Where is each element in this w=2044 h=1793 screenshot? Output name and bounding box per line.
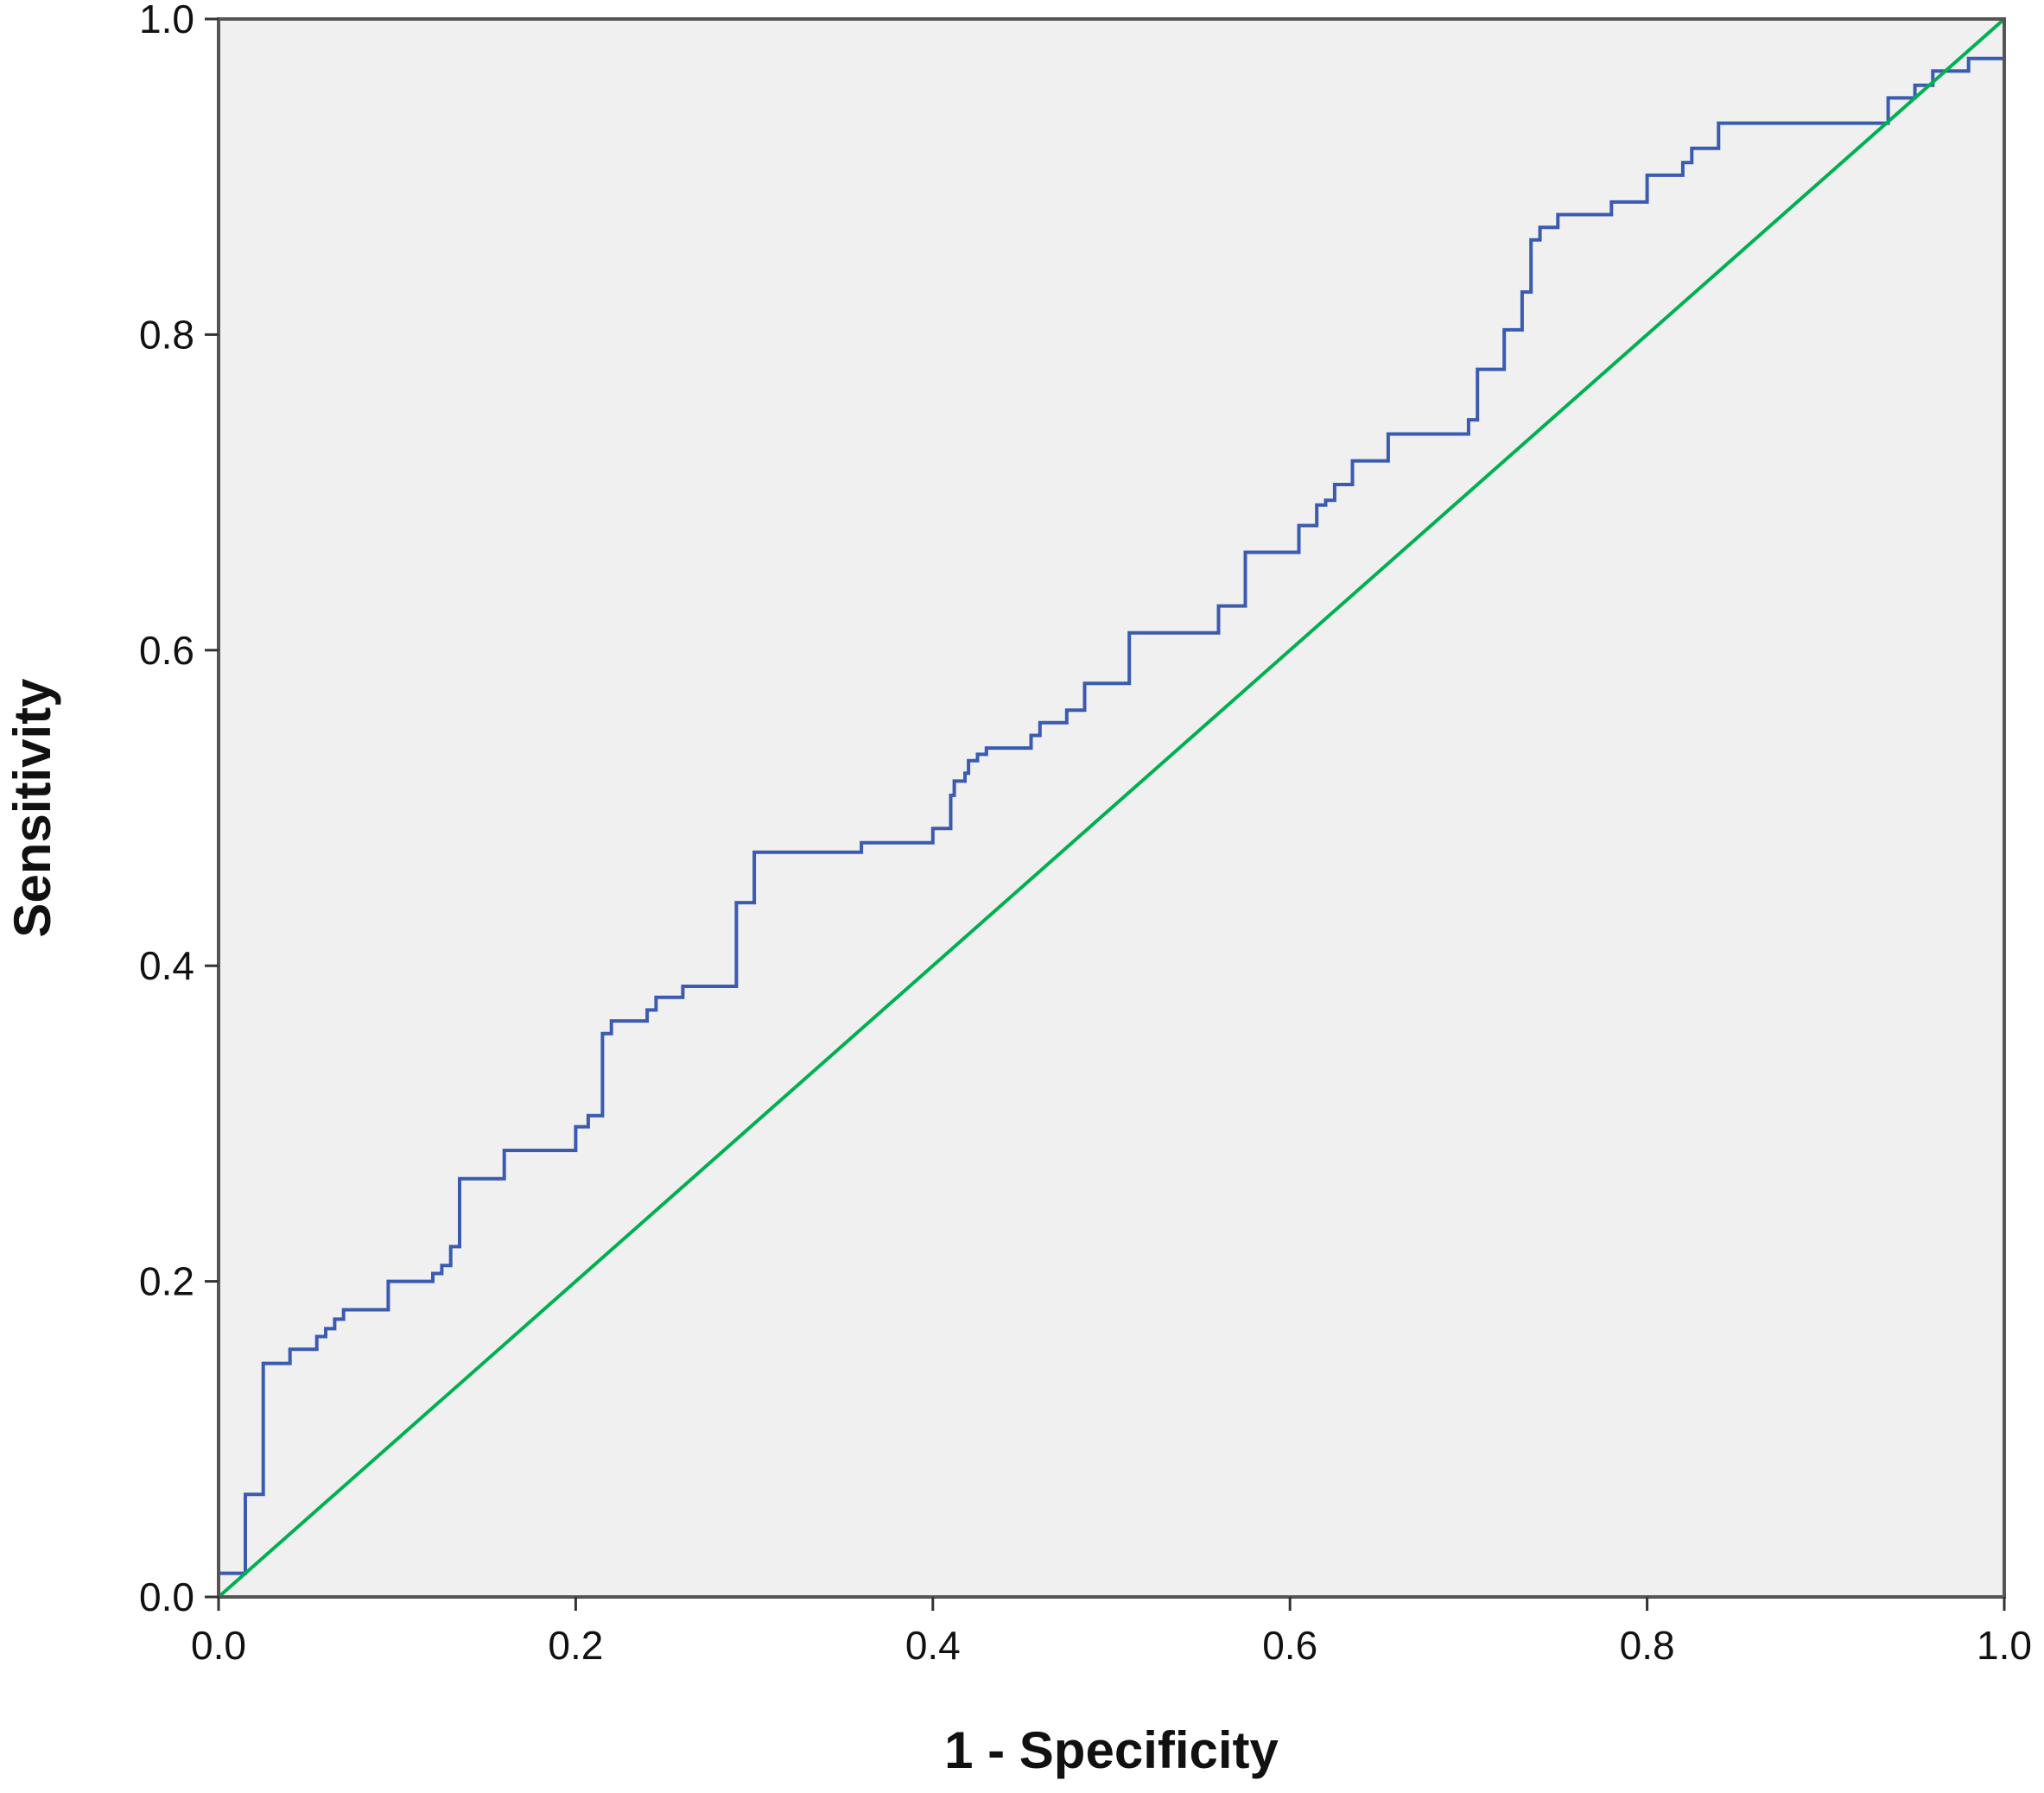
x-tick-label: 0.6	[1262, 1623, 1317, 1668]
y-tick-label: 0.6	[139, 628, 194, 673]
plot-area	[217, 17, 2006, 1599]
plot-frame	[217, 17, 2006, 1599]
x-tick-label: 1.0	[1977, 1623, 2032, 1668]
x-tick-label: 0.8	[1620, 1623, 1675, 1668]
y-axis-title: Sensitivity	[3, 678, 61, 938]
y-tick-label: 1.0	[139, 0, 194, 41]
y-tick-label: 0.0	[139, 1574, 194, 1619]
x-axis-title: 1 - Specificity	[944, 1721, 1279, 1779]
reference-diagonal-line	[217, 17, 2006, 1599]
axes: 0.0 0.2 0.4 0.6 0.8 1.0 0.0 0.2 0.4 0.6 0.8 1.0	[139, 0, 2032, 1668]
y-tick-label: 0.2	[139, 1259, 194, 1304]
y-tick-label: 0.4	[139, 943, 194, 988]
x-tick-label: 0.4	[905, 1623, 961, 1668]
x-tick-label: 0.2	[548, 1623, 603, 1668]
y-tick-label: 0.8	[139, 312, 194, 357]
roc-curve	[219, 19, 2006, 1575]
x-tick-label: 0.0	[191, 1623, 246, 1668]
